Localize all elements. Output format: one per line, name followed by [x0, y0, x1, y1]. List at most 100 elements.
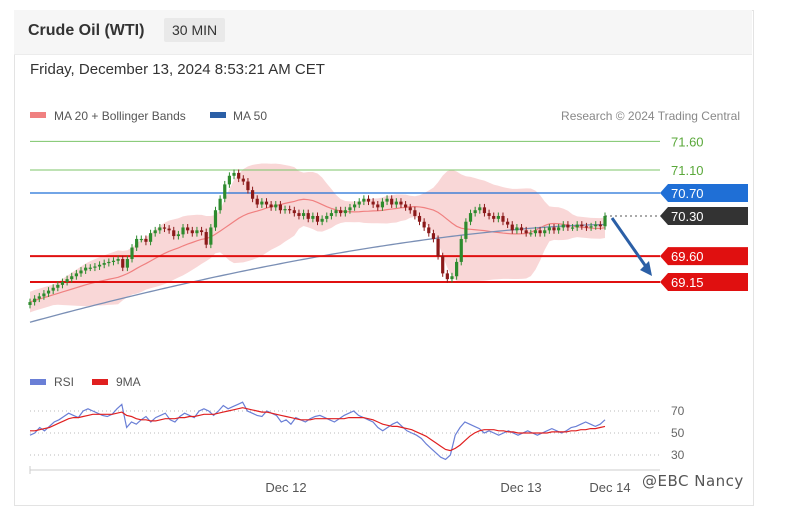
candle-body	[42, 293, 46, 297]
candle-body	[111, 260, 116, 262]
candle-body	[598, 224, 602, 227]
candle-body	[524, 230, 528, 234]
candle-body	[60, 282, 65, 285]
legend-swatch-rsi	[30, 379, 46, 385]
candle-body	[51, 287, 55, 291]
candle-body	[241, 178, 245, 182]
candle-body	[501, 215, 505, 222]
candle-body	[306, 213, 310, 219]
candle-body	[292, 210, 296, 214]
legend-label-ma20: MA 20 + Bollinger Bands	[54, 109, 186, 123]
candle-body	[102, 263, 106, 265]
candle-body	[436, 238, 440, 257]
level-tag-69.60	[660, 247, 748, 266]
candle-body	[413, 210, 417, 216]
x-tick-label: Dec 14	[589, 480, 630, 495]
forecast-arrow-head	[640, 261, 652, 276]
candle-body	[533, 230, 538, 234]
candle-body	[158, 227, 162, 231]
candle-body	[427, 227, 431, 234]
candle-body	[487, 213, 491, 216]
level-label-71.10: 71.10	[671, 163, 704, 178]
candle-body	[209, 227, 213, 245]
x-tick-label: Dec 13	[500, 480, 541, 495]
candle-body	[422, 221, 426, 228]
candle-body	[459, 238, 463, 262]
timeframe-badge[interactable]: 30 MIN	[164, 18, 226, 42]
candle-body	[445, 273, 449, 280]
candle-body	[455, 261, 459, 277]
level-label-70.70: 70.70	[671, 186, 704, 201]
candle-body	[297, 213, 301, 216]
candle-body	[385, 198, 389, 202]
candle-body	[552, 227, 556, 231]
candle-body	[394, 201, 398, 205]
candle-body	[538, 230, 542, 234]
candle-body	[260, 201, 264, 205]
candle-body	[176, 234, 180, 237]
level-tag-69.15	[660, 273, 748, 291]
candle-body	[371, 201, 375, 205]
candle-body	[162, 227, 167, 229]
candle-body	[404, 204, 408, 208]
candle-body	[580, 224, 584, 227]
candle-body	[311, 215, 315, 219]
candle-body	[325, 215, 329, 219]
candle-body	[255, 198, 259, 205]
candle-body	[482, 207, 487, 214]
candle-body	[125, 259, 129, 268]
candle-body	[172, 230, 176, 237]
candle-body	[431, 233, 436, 239]
watermark: @EBC Nancy	[642, 472, 744, 490]
candle-body	[450, 276, 454, 280]
candle-body	[232, 172, 236, 176]
candle-body	[594, 224, 598, 227]
x-tick-label: Dec 12	[265, 480, 306, 495]
candle-body	[283, 209, 287, 211]
candle-body	[561, 224, 565, 228]
candle-body	[33, 298, 37, 303]
candle-body	[65, 279, 69, 282]
candle-body	[557, 227, 561, 231]
chart-header	[14, 10, 752, 55]
timestamp-label: Friday, December 13, 2024 8:53:21 AM CET	[30, 61, 325, 78]
candle-body	[274, 204, 278, 208]
candle-body	[376, 204, 380, 208]
candle-body	[343, 210, 347, 214]
candle-body	[301, 213, 306, 216]
candle-body	[167, 228, 171, 231]
candle-body	[116, 259, 120, 261]
candle-body	[190, 230, 194, 234]
candle-body	[468, 213, 473, 222]
level-tag-70.70	[660, 184, 748, 202]
candle-body	[589, 226, 593, 228]
ma20-line	[29, 198, 606, 303]
legend-swatch-9ma	[92, 379, 108, 385]
legend-swatch-ma50	[210, 112, 226, 118]
rsi-line	[29, 401, 606, 461]
candle-body	[135, 238, 139, 248]
candle-body	[213, 210, 218, 228]
candle-body	[408, 207, 412, 211]
candle-body	[181, 227, 185, 235]
candle-body	[195, 230, 199, 234]
candle-body	[584, 226, 589, 228]
candle-body	[148, 233, 153, 242]
candle-body	[79, 270, 83, 274]
candle-body	[56, 284, 60, 288]
level-label-69.60: 69.60	[671, 249, 704, 264]
candle-body	[380, 201, 385, 208]
candle-body	[278, 204, 283, 211]
candle-body	[250, 190, 255, 199]
candle-body	[320, 218, 324, 222]
candle-body	[352, 204, 357, 208]
current-price-label: 70.30	[671, 209, 704, 224]
candle-body	[519, 227, 524, 231]
candle-body	[515, 227, 519, 231]
candle-body	[492, 215, 496, 219]
legend-label-rsi: RSI	[54, 375, 74, 389]
legend-swatch-ma20	[30, 112, 46, 118]
candle-body	[74, 273, 78, 277]
forecast-arrow-shaft	[610, 217, 651, 272]
